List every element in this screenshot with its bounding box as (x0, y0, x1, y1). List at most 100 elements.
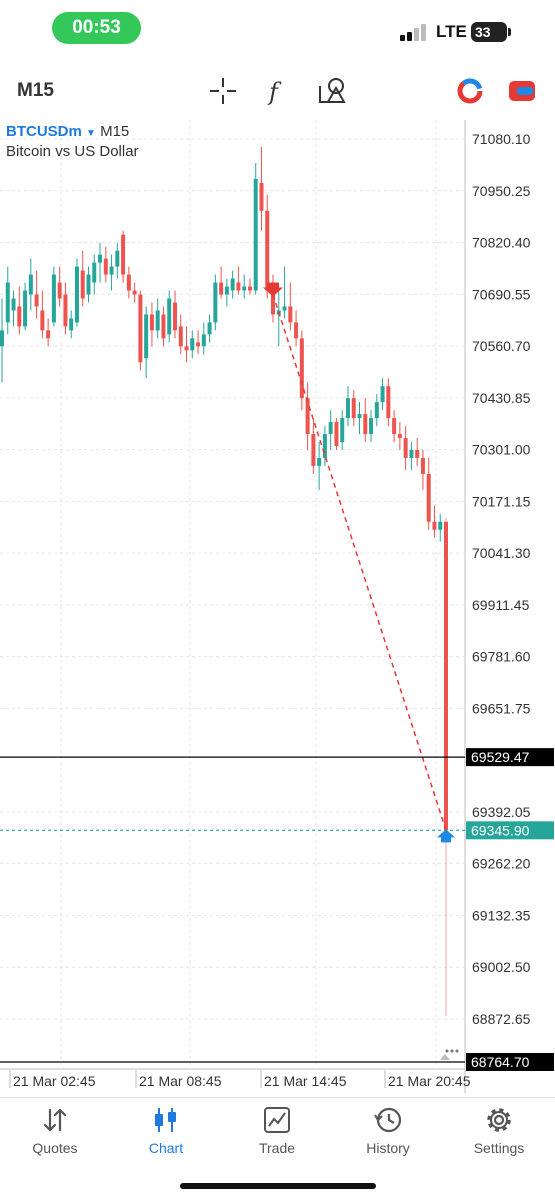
price-chart[interactable]: 71080.10 70950.25 70820.40 70690.55 70560.70… (0, 120, 555, 1095)
price-label: 69529.47 (471, 749, 530, 765)
price-tick-label: 71080.10 (472, 131, 531, 147)
candle-body (109, 266, 114, 275)
indicators-icon[interactable]: f (264, 76, 290, 106)
candle-body (0, 330, 4, 347)
price-tick-label: 69911.45 (472, 597, 530, 613)
tab-settings[interactable]: Settings (449, 1100, 549, 1156)
price-tick-label: 70690.55 (472, 286, 531, 302)
candle-body (138, 294, 143, 363)
candle-body (374, 402, 379, 419)
price-tick-label: 70950.25 (472, 183, 531, 199)
symbol-name[interactable]: BTCUSDm (6, 123, 82, 140)
buy-arrow-icon (437, 829, 455, 843)
candle-body (444, 521, 448, 831)
candle-body (282, 306, 287, 311)
objects-icon[interactable] (316, 74, 348, 106)
crosshair-icon[interactable] (208, 76, 238, 106)
candle-body (294, 322, 299, 339)
candle-body (288, 306, 293, 323)
candle-body (432, 521, 437, 530)
price-label-box (466, 1053, 554, 1071)
candle-body (11, 298, 16, 311)
price-tick-label: 68872.65 (472, 1011, 531, 1027)
candle-body (253, 178, 258, 291)
tab-label: Quotes (32, 1140, 78, 1156)
battery-level: 33 (475, 24, 491, 40)
candle-body (311, 434, 316, 466)
signal-icon (400, 23, 430, 41)
color-scheme-icon[interactable] (455, 76, 485, 106)
candle-body (74, 266, 79, 323)
candle-body (57, 282, 62, 299)
timeframe-selector[interactable]: M15 (17, 80, 54, 101)
more-dots-icon (450, 1049, 454, 1053)
trade-panel-icon[interactable] (506, 76, 538, 106)
battery-icon: 33 (471, 22, 511, 42)
candle-body (86, 274, 91, 295)
candle-body (224, 286, 229, 295)
status-time[interactable]: 00:53 (52, 12, 141, 44)
symbol-header[interactable]: BTCUSDm ▼ M15 (6, 123, 129, 140)
candle-body (426, 473, 431, 522)
candle-body (247, 286, 252, 291)
candle-body (334, 422, 339, 446)
candle-body (190, 338, 195, 351)
price-tick-label: 69651.75 (472, 700, 531, 716)
tab-quotes[interactable]: Quotes (5, 1100, 105, 1156)
candle-body (265, 210, 270, 291)
candle-body (409, 449, 414, 458)
symbol-timeframe: M15 (100, 123, 130, 140)
price-tick-label: 69262.20 (472, 856, 531, 872)
time-tick-label: 21 Mar 08:45 (139, 1073, 222, 1089)
candle-body (340, 418, 345, 443)
candle-body (351, 398, 356, 419)
candle-body (69, 318, 74, 331)
tab-chart[interactable]: Chart (116, 1100, 216, 1156)
candle-body (317, 457, 322, 466)
price-label: 68764.70 (471, 1054, 530, 1070)
candle-body (259, 182, 264, 211)
scroll-handle-icon (440, 1054, 450, 1060)
tab-history[interactable]: History (338, 1100, 438, 1156)
price-tick-label: 70171.15 (472, 493, 531, 509)
price-label-box (466, 748, 554, 767)
candle-body (322, 434, 327, 458)
candle-body (403, 438, 408, 458)
tab-label: History (366, 1140, 410, 1156)
price-tick-label: 69002.50 (472, 959, 531, 975)
candle-body (40, 310, 45, 331)
candle-body (438, 521, 443, 530)
candle-body (178, 326, 183, 347)
candle-body (17, 306, 22, 327)
price-label: 69345.90 (471, 822, 530, 838)
candle-body (271, 290, 276, 315)
candle-body (23, 290, 28, 327)
candle-body (397, 434, 402, 439)
candle-body (98, 254, 103, 263)
candle-body (5, 282, 10, 323)
symbol-description: Bitcoin vs US Dollar (6, 143, 139, 160)
candle-body (415, 449, 420, 458)
candle-body (46, 330, 51, 339)
candle-body (161, 314, 166, 339)
candle-body (34, 294, 39, 307)
history-icon (374, 1107, 402, 1133)
trade-line (272, 294, 447, 831)
candle-body (144, 314, 149, 359)
candle-body (149, 314, 154, 331)
candle-body (363, 414, 368, 435)
settings-icon (487, 1108, 511, 1132)
candle-body (167, 298, 172, 335)
time-tick-label: 21 Mar 14:45 (264, 1073, 347, 1089)
time-tick-label: 21 Mar 20:45 (388, 1073, 471, 1089)
candle-body (420, 457, 425, 474)
candle-body (392, 418, 397, 435)
sell-arrow-icon (263, 282, 284, 297)
tab-trade[interactable]: Trade (227, 1100, 327, 1156)
network-label: LTE (436, 22, 467, 41)
symbol-dropdown-icon[interactable]: ▼ (86, 128, 96, 139)
candle-body (115, 250, 120, 267)
home-indicator (180, 1183, 376, 1189)
candle-body (386, 386, 391, 419)
candle-body (196, 342, 201, 347)
